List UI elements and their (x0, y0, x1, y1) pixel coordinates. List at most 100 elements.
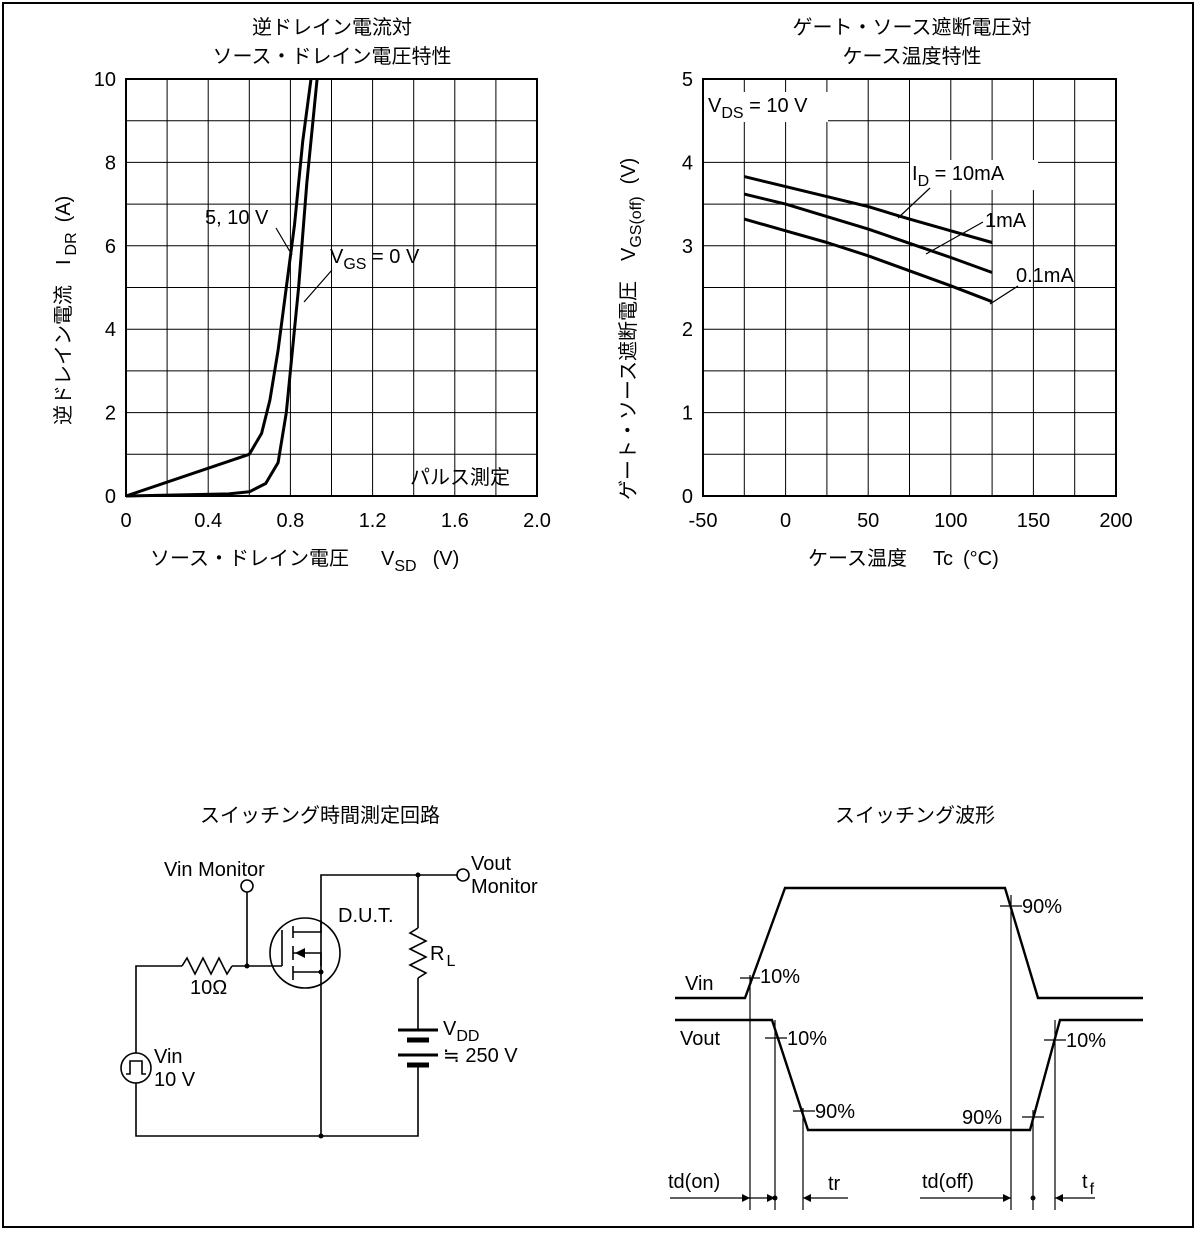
chart2-series3-label: 0.1mA (1016, 265, 1074, 287)
gate-left-wire (135, 965, 182, 1053)
c1-ytick-label: 10 (94, 69, 116, 91)
c1-series-0-line (125, 78, 313, 498)
tr-arrowhead (803, 1194, 811, 1202)
source-label-2: 10 V (154, 1069, 196, 1091)
vdd-symbol: V (443, 1018, 457, 1040)
chart1-note: パルス測定 (410, 466, 510, 489)
reverse-drain-current-chart: 逆ドレイン電流対 ソース・ドレイン電圧特性 0 0.4 0.8 1.2 1.6 2.0 0… (52, 16, 551, 575)
load-resistor (408, 927, 428, 979)
vds-subscript: DS (721, 105, 743, 122)
label-vout-10-rise: 10% (1066, 1030, 1106, 1052)
c1-xtick-label: 1.6 (441, 510, 469, 532)
vout-monitor-label-1: Vout (471, 853, 511, 875)
vdd-value: ≒ 250 V (443, 1045, 518, 1067)
td-on-dot (772, 1195, 778, 1201)
c2-xtick-label: -50 (689, 510, 718, 532)
id-value: = 10mA (929, 163, 1005, 185)
chart2-condition-bg (704, 92, 828, 122)
c1-ytick-label: 2 (105, 403, 116, 425)
chart2-series1-label: ID = 10mA (912, 163, 1005, 190)
chart2-series3-pointer (989, 285, 1019, 305)
td-on-label: td(on) (668, 1171, 720, 1193)
junction-source (318, 969, 324, 975)
source-label-1: Vin (154, 1046, 183, 1068)
chart2-title-line1: ゲート・ソース遮断電圧対 (793, 16, 1032, 39)
chart2-series2-label: 1mA (985, 210, 1027, 232)
chart1-series2-pointer (303, 269, 333, 303)
bottom-return-wire (135, 1065, 419, 1137)
chart2-series2-pointer (925, 221, 984, 255)
c1-plot-frame (125, 78, 538, 497)
vds-symbol: V (708, 95, 722, 117)
vdd-label: VDD (443, 1018, 479, 1045)
c2-series-0-line (743, 175, 993, 244)
label-vout-90-rise: 90% (962, 1107, 1002, 1129)
vgs-subscript: GS (343, 256, 366, 273)
chart2-series1-pointer (897, 187, 931, 219)
chart1-series1-pointer (275, 227, 293, 256)
id-subscript: D (918, 173, 930, 190)
chart1-ylabel: 逆ドレイン電流 I DR (A) (52, 196, 80, 425)
chart1-series2-label: VGS = 0 V (330, 246, 420, 273)
chart1-xlabel-symbol: V (381, 548, 395, 570)
chart2-xlabel: ケース温度 Tc (°C) (808, 547, 999, 570)
vds-value: = 10 V (744, 95, 809, 117)
c2-ytick-label: 5 (682, 69, 693, 91)
vgs-symbol: V (330, 246, 344, 268)
vdd-subscript: DD (456, 1028, 479, 1045)
c1-xtick-label: 0.8 (276, 510, 304, 532)
chart1-y-tick-labels: 0 2 4 6 8 10 (94, 69, 116, 508)
c2-ytick-label: 2 (682, 319, 693, 341)
gate-resistor-label: 10Ω (190, 977, 227, 999)
chart1-xlabel-text: ソース・ドレイン電圧 (150, 548, 349, 570)
vin-waveform (675, 886, 1143, 1000)
label-vout-90-fall: 90% (815, 1101, 855, 1123)
td-off-dot (1030, 1195, 1036, 1201)
label-vin-90: 90% (1022, 896, 1062, 918)
pulse-symbol (126, 1060, 146, 1075)
c1-ytick-label: 0 (105, 486, 116, 508)
c1-xtick-label: 0.4 (194, 510, 222, 532)
td-off-arrowhead (1003, 1194, 1011, 1202)
chart2-title-line2: ケース温度特性 (843, 45, 982, 68)
chart1-series1-label: 5, 10 V (205, 207, 269, 229)
vout-waveform (675, 1018, 1143, 1132)
tr-label: tr (828, 1173, 841, 1195)
c2-ytick-label: 1 (682, 403, 693, 425)
junction-gate (244, 963, 250, 969)
vgs-value: = 0 V (366, 246, 419, 268)
chart2-series (743, 175, 993, 304)
c2-series-1-line (743, 192, 993, 274)
mosfet-arrow (295, 948, 305, 958)
c1-xtick-label: 0 (120, 510, 131, 532)
mosfet-circle (269, 917, 341, 989)
td-off-label: td(off) (922, 1171, 974, 1193)
mosfet-drain-lead (293, 920, 322, 933)
chart2-condition: VDS = 10 V (708, 95, 808, 122)
rl-subscript: L (446, 953, 455, 970)
chart2-ylabel-text: ゲート・ソース遮断電圧 (617, 281, 640, 500)
switching-waveform: スイッチング波形 Vin Vout 10% 90% 10% 90% 90% 10… (668, 804, 1143, 1210)
chart1-x-tick-labels: 0 0.4 0.8 1.2 1.6 2.0 (120, 510, 550, 532)
chart1-ylabel-symbol: I (53, 259, 75, 265)
chart1-ylabel-text: 逆ドレイン電流 (52, 285, 75, 425)
c1-xtick-label: 2.0 (523, 510, 551, 532)
c2-ytick-label: 0 (682, 486, 693, 508)
label-vout-10-fall: 10% (787, 1028, 827, 1050)
vin-waveform-label: Vin (685, 973, 714, 995)
chart2-label1-bg (910, 160, 1038, 190)
c1-ytick-label: 4 (105, 319, 116, 341)
waveform-title: スイッチング波形 (835, 804, 995, 827)
gate-resistor (181, 956, 233, 976)
vin-monitor-label: Vin Monitor (164, 859, 265, 881)
c1-ytick-label: 6 (105, 236, 116, 258)
chart2-xlabel-text: ケース温度 (808, 547, 907, 570)
chart2-ylabel-symbol: V (618, 247, 640, 261)
c2-xtick-label: 100 (934, 510, 967, 532)
chart1-ylabel-unit: (A) (53, 196, 75, 223)
pulse-source-circle (120, 1052, 152, 1084)
c2-ytick-label: 4 (682, 152, 693, 174)
c2-xtick-label: 0 (780, 510, 791, 532)
